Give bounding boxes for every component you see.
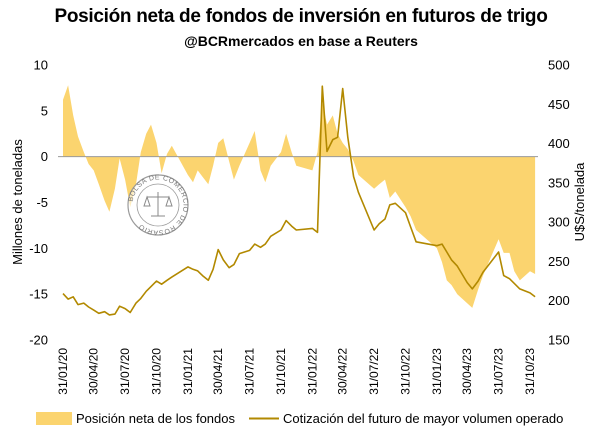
y-left-tick-label: -20 bbox=[29, 333, 48, 348]
x-tick-label: 30/04/22 bbox=[336, 348, 350, 395]
legend-swatch-area bbox=[36, 412, 72, 425]
y-left-axis-title: Millones de toneladas bbox=[10, 139, 25, 265]
line-layer bbox=[62, 85, 536, 316]
seal-inner-ring bbox=[136, 183, 180, 227]
y-right-tick-label: 200 bbox=[548, 293, 570, 308]
x-tick-label: 31/10/21 bbox=[274, 348, 288, 395]
x-tick-label: 31/01/23 bbox=[430, 348, 444, 395]
y-right-tick-label: 500 bbox=[548, 58, 570, 73]
x-tick-label: 30/04/23 bbox=[460, 348, 474, 395]
y-right-tick-label: 400 bbox=[548, 136, 570, 151]
y-left-tick-label: 5 bbox=[41, 103, 48, 118]
x-tick-label: 31/07/21 bbox=[243, 348, 257, 395]
x-tick-label: 31/07/22 bbox=[367, 348, 381, 395]
y-left-tick-label: 10 bbox=[34, 58, 48, 73]
y-left-tick-label: -5 bbox=[36, 195, 48, 210]
scales-of-justice-icon bbox=[143, 192, 173, 217]
x-tick-label: 30/04/21 bbox=[211, 348, 225, 395]
y-right-tick-label: 250 bbox=[548, 254, 570, 269]
x-tick-label: 31/10/23 bbox=[523, 348, 537, 395]
watermark-seal: BOLSA DE COMERCIO DE ROSARIO bbox=[127, 174, 189, 236]
x-tick-label: 31/10/20 bbox=[149, 348, 163, 395]
y-axis-right: 500 450 400 350 300 250 200 150 bbox=[548, 58, 570, 348]
x-tick-label: 31/07/20 bbox=[118, 348, 132, 395]
axis-titles: Millones de toneladas U$S/tonelada bbox=[10, 139, 587, 265]
x-tick-label: 31/01/21 bbox=[181, 348, 195, 395]
x-tick-label: 30/04/20 bbox=[87, 348, 101, 395]
chart-subtitle: @BCRmercados en base a Reuters bbox=[184, 33, 418, 49]
y-left-tick-label: -10 bbox=[29, 241, 48, 256]
y-right-tick-label: 350 bbox=[548, 175, 570, 190]
y-right-tick-label: 450 bbox=[548, 97, 570, 112]
x-axis: 31/01/20 30/04/20 31/07/20 31/10/20 31/01/21… bbox=[56, 348, 537, 395]
y-axis-left: 10 5 0 -5 -10 -15 -20 bbox=[29, 58, 48, 348]
x-tick-label: 31/01/20 bbox=[56, 348, 70, 395]
chart-title: Posición neta de fondos de inversión en … bbox=[54, 6, 548, 27]
legend-label-line: Cotización del futuro de mayor volumen o… bbox=[283, 411, 563, 426]
legend: Posición neta de los fondos Cotización de… bbox=[36, 411, 563, 426]
y-right-tick-label: 150 bbox=[548, 333, 570, 348]
legend-label-area: Posición neta de los fondos bbox=[76, 411, 235, 426]
series-area-posicion-neta bbox=[63, 85, 536, 308]
x-tick-label: 31/07/23 bbox=[492, 348, 506, 395]
x-tick-label: 31/10/22 bbox=[398, 348, 412, 395]
y-right-axis-title: U$S/tonelada bbox=[572, 162, 587, 242]
y-left-tick-label: 0 bbox=[41, 149, 48, 164]
y-left-tick-label: -15 bbox=[29, 287, 48, 302]
y-right-tick-label: 300 bbox=[548, 215, 570, 230]
x-tick-label: 31/01/22 bbox=[305, 348, 319, 395]
area-layer bbox=[63, 85, 536, 308]
series-line-cotizacion bbox=[62, 85, 536, 316]
